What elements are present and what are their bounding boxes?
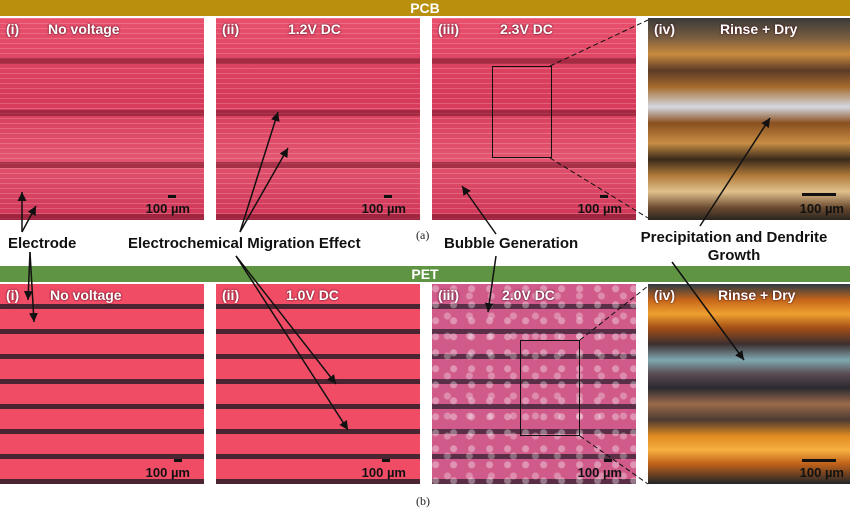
- pet-panel-rinse-dry: (iv) Rinse + Dry 100 µm: [648, 284, 850, 484]
- electrode-arrow-down-1: [23, 251, 33, 301]
- precipitation-arrow-up: [699, 117, 771, 227]
- scale-bar: [600, 195, 608, 198]
- panel-condition: 2.0V DC: [502, 287, 555, 303]
- panel-condition: 2.3V DC: [500, 21, 553, 37]
- pcb-panel-rinse-dry: (iv) Rinse + Dry 100 µm: [648, 18, 850, 220]
- zoom-connector: [579, 285, 649, 341]
- panel-condition: No voltage: [48, 21, 120, 37]
- scale-bar: [174, 459, 182, 462]
- bubble-arrow-down: [484, 255, 497, 313]
- migration-label: Electrochemical Migration Effect: [128, 235, 361, 252]
- zoom-box: [520, 340, 580, 436]
- panel-condition: No voltage: [50, 287, 122, 303]
- scale-bar: [802, 459, 836, 462]
- panel-tag: (ii): [222, 287, 240, 303]
- migration-arrow-3: [235, 255, 337, 385]
- panel-condition: Rinse + Dry: [720, 21, 798, 37]
- zoom-connector: [549, 19, 649, 67]
- precipitation-arrow-down: [671, 261, 745, 361]
- bubble-label: Bubble Generation: [444, 235, 579, 252]
- scale-label: 100 µm: [145, 465, 190, 480]
- scale-label: 100 µm: [799, 201, 844, 216]
- electrode-arrow-up-2: [21, 205, 37, 233]
- panel-tag: (iii): [438, 21, 459, 37]
- pet-panel-2-0v: (iii) 2.0V DC 100 µm: [432, 284, 636, 484]
- zoom-connector: [579, 435, 649, 485]
- panel-condition: 1.2V DC: [288, 21, 341, 37]
- scale-label: 100 µm: [577, 465, 622, 480]
- pet-banner: PET: [0, 266, 850, 282]
- pcb-panel-1-2v: (ii) 1.2V DC 100 µm: [216, 18, 420, 220]
- scale-label: 100 µm: [361, 465, 406, 480]
- panel-tag: (iv): [654, 21, 675, 37]
- panel-condition: 1.0V DC: [286, 287, 339, 303]
- migration-arrow-4: [235, 255, 349, 431]
- pcb-panel-no-voltage: (i) No voltage 100 µm: [0, 18, 204, 220]
- zoom-connector: [549, 157, 649, 219]
- caption-b: (b): [416, 494, 430, 508]
- electrode-label: Electrode: [8, 235, 77, 252]
- scale-bar: [802, 193, 836, 196]
- pcb-banner: PCB: [0, 0, 850, 16]
- caption-a: (a): [416, 228, 430, 242]
- scale-bar: [382, 459, 390, 462]
- scale-bar: [604, 459, 612, 462]
- precipitation-label: Precipitation and Dendrite Growth: [628, 229, 840, 265]
- panel-tag: (i): [6, 287, 20, 303]
- scale-bar: [384, 195, 392, 198]
- scale-label: 100 µm: [799, 465, 844, 480]
- panel-tag: (i): [6, 21, 20, 37]
- panel-tag: (iii): [438, 287, 459, 303]
- precipitation-line-1: Precipitation and Dendrite: [640, 229, 828, 246]
- migration-arrow-2: [239, 147, 289, 233]
- scale-bar: [168, 195, 176, 198]
- panel-condition: Rinse + Dry: [718, 287, 796, 303]
- panel-tag: (iv): [654, 287, 675, 303]
- migration-arrow-1: [239, 111, 280, 233]
- scale-label: 100 µm: [361, 201, 406, 216]
- precipitation-line-2: Growth: [707, 247, 761, 264]
- scale-label: 100 µm: [145, 201, 190, 216]
- bubble-arrow-up: [461, 185, 497, 235]
- electrode-arrow-down-2: [28, 251, 38, 323]
- panel-tag: (ii): [222, 21, 240, 37]
- scale-label: 100 µm: [577, 201, 622, 216]
- zoom-box: [492, 66, 552, 158]
